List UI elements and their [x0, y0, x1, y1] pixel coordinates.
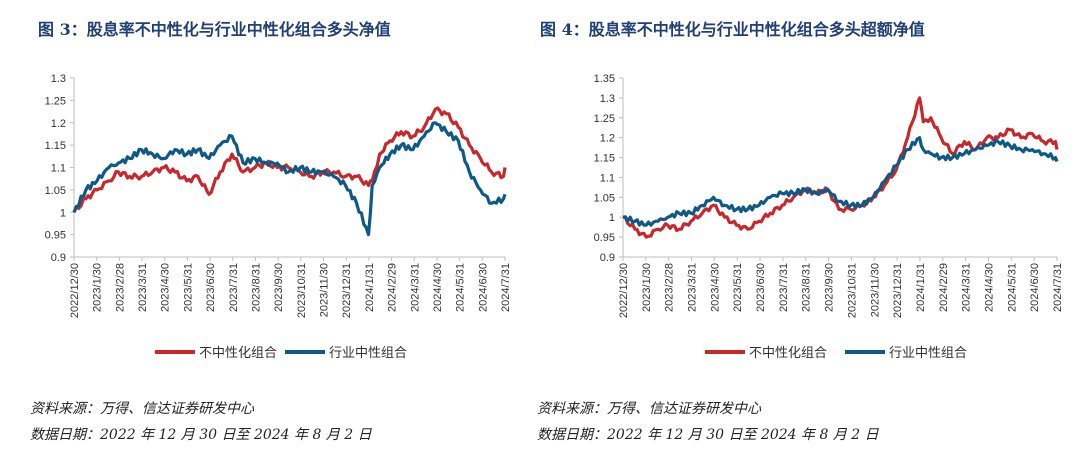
y-tick-label: 0.9 [600, 252, 615, 264]
chart-title: 图 4：股息率不中性化与行业中性化组合多头超额净值 [540, 20, 925, 39]
y-tick-label: 1.05 [594, 192, 615, 204]
x-tick-label: 2023/9/30 [273, 263, 285, 312]
x-tick-label: 2023/8/31 [250, 263, 262, 312]
x-tick-label: 2023/10/31 [296, 263, 308, 318]
x-tick-label: 2023/3/31 [137, 263, 149, 312]
x-tick-label: 2023/1/30 [92, 263, 104, 312]
legend-label: 行业中性组合 [329, 346, 407, 361]
x-tick-label: 2024/6/30 [477, 263, 489, 312]
x-tick-label: 2023/11/30 [319, 263, 331, 317]
x-tick-label: 2023/5/31 [732, 263, 744, 312]
y-tick-label: 1.2 [600, 133, 615, 145]
source-note: 资料来源：万得、信达证券研发中心 [537, 401, 761, 417]
x-tick-label: 2024/1/31 [915, 263, 927, 312]
x-tick-label: 2023/1/30 [641, 263, 653, 312]
y-tick-label: 1.3 [51, 73, 66, 85]
y-tick-label: 0.95 [45, 230, 66, 242]
x-tick-label: 2023/6/30 [205, 263, 217, 312]
legend-label: 不中性化组合 [199, 346, 277, 361]
x-tick-label: 2024/4/30 [983, 263, 995, 312]
y-tick-label: 1 [609, 212, 615, 224]
x-tick-label: 2024/3/31 [961, 263, 973, 312]
y-tick-label: 1 [60, 207, 66, 219]
chart-panel-right: 图 4：股息率不中性化与行业中性化组合多头超额净值 0.9 0.95 1 1.05 1.… [537, 0, 1080, 455]
y-tick-label: 1.1 [600, 172, 615, 184]
chart-panel-left: 图 3：股息率不中性化与行业中性化组合多头净值 0.9 0.95 1 1.05 1.1 1… [30, 20, 512, 443]
x-tick-label: 2024/2/29 [938, 263, 950, 312]
x-tick-label: 2023/5/31 [182, 263, 194, 312]
y-tick-label: 1.2 [51, 118, 66, 130]
y-tick-label: 1.1 [51, 163, 66, 175]
x-tick-label: 2023/10/31 [846, 263, 858, 318]
y-tick-label: 1.35 [594, 73, 615, 85]
series-line-industry-neutral [72, 121, 507, 237]
x-tick-label: 2023/8/31 [801, 263, 813, 312]
x-tick-label: 2023/2/28 [664, 263, 676, 312]
x-tick-label: 2023/12/31 [341, 263, 353, 318]
y-tick-label: 1.25 [594, 113, 615, 125]
x-tick-label: 2024/5/31 [455, 263, 467, 312]
x-tick-label: 2024/2/29 [387, 263, 399, 312]
x-tick-label: 2023/9/30 [824, 263, 836, 312]
x-tick-label: 2023/12/31 [892, 263, 904, 318]
x-tick-label: 2022/12/30 [618, 263, 630, 318]
line-chart-excess-nav: 0.9 0.95 1 1.05 1.1 1.15 1.2 1.25 1.3 1.35 2022/12… [594, 73, 1064, 361]
y-tick-label: 1.25 [45, 95, 66, 107]
y-tick-label: 1.15 [45, 140, 66, 152]
x-tick-label: 2024/5/31 [1006, 263, 1018, 312]
x-tick-label: 2023/2/28 [114, 263, 126, 312]
x-tick-label: 2023/11/30 [869, 263, 881, 317]
date-range-note: 数据日期：2022 年 12 月 30 日至 2024 年 8 月 2 日 [537, 427, 879, 443]
legend-label: 不中性化组合 [749, 346, 827, 361]
series-line-non-neutral [622, 96, 1059, 239]
x-tick-label: 2023/6/30 [755, 263, 767, 312]
x-tick-label: 2024/7/31 [1052, 263, 1064, 312]
y-tick-label: 1.3 [600, 93, 615, 105]
y-tick-label: 0.9 [51, 252, 66, 264]
date-range-note: 数据日期：2022 年 12 月 30 日至 2024 年 8 月 2 日 [30, 427, 372, 443]
x-tick-label: 2024/7/31 [500, 263, 512, 312]
x-tick-label: 2024/1/31 [364, 263, 376, 312]
x-tick-label: 2023/7/31 [778, 263, 790, 312]
source-note: 资料来源：万得、信达证券研发中心 [30, 401, 254, 417]
x-tick-label: 2023/4/30 [160, 263, 172, 312]
x-tick-label: 2022/12/30 [69, 263, 81, 318]
line-chart-nav: 0.9 0.95 1 1.05 1.1 1.15 1.2 1.25 1.3 2022/12/30 2… [45, 73, 512, 361]
x-tick-label: 2024/3/31 [409, 263, 421, 312]
y-tick-label: 0.95 [594, 232, 615, 244]
x-tick-label: 2023/7/31 [228, 263, 240, 312]
x-tick-label: 2023/3/31 [687, 263, 699, 312]
x-tick-label: 2023/4/30 [709, 263, 721, 312]
legend-label: 行业中性组合 [889, 346, 967, 361]
x-tick-label: 2024/4/30 [432, 263, 444, 312]
series-line-industry-neutral [622, 136, 1059, 227]
x-tick-label: 2024/6/30 [1029, 263, 1041, 312]
y-tick-label: 1.05 [45, 185, 66, 197]
chart-title: 图 3：股息率不中性化与行业中性化组合多头净值 [38, 20, 391, 39]
y-tick-label: 1.15 [594, 153, 615, 165]
